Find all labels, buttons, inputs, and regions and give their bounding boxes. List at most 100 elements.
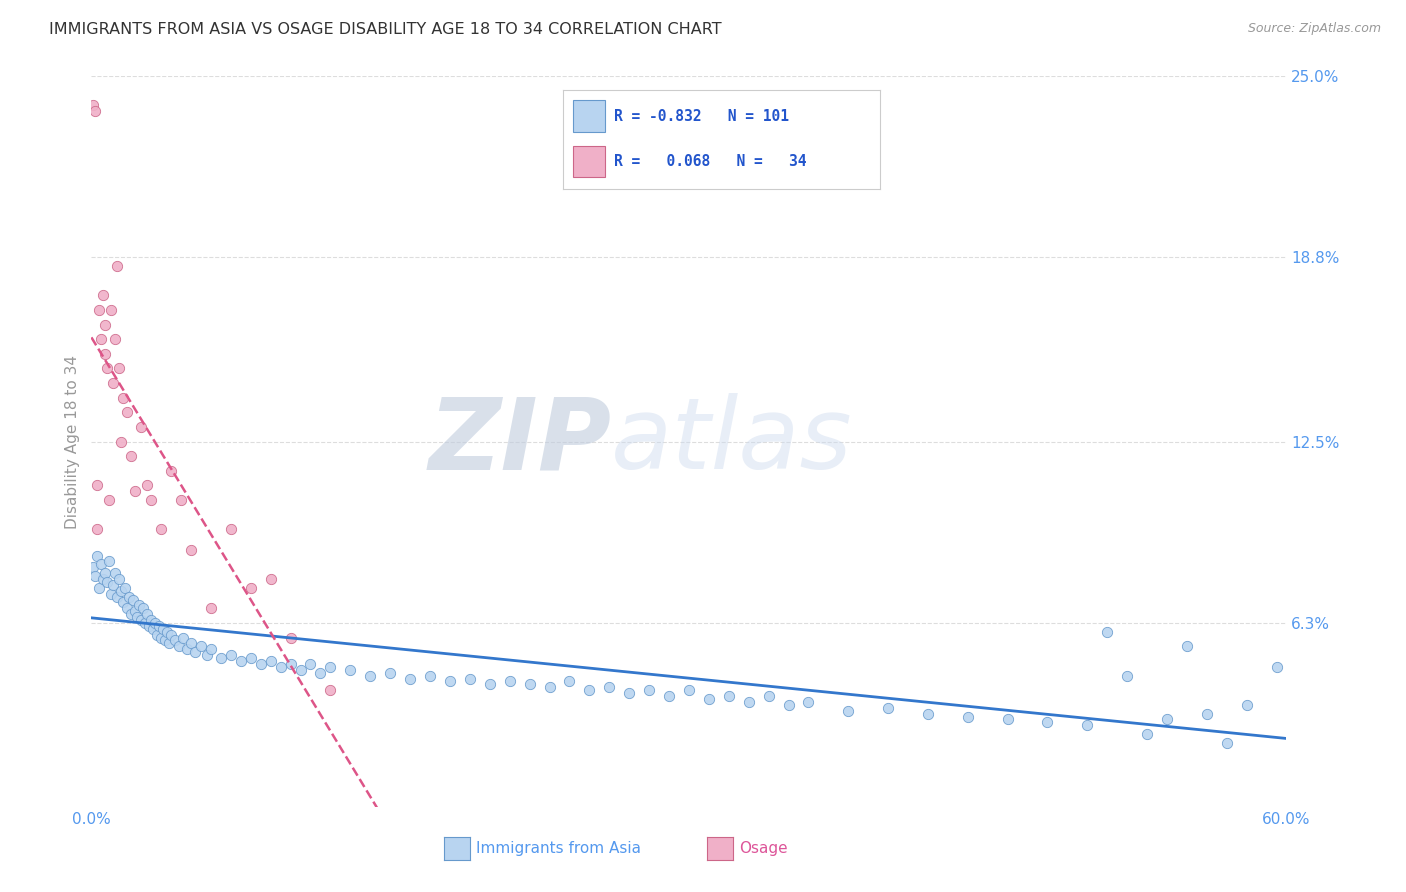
- Point: [136, 478, 159, 492]
- Point: [519, 677, 541, 691]
- Point: [120, 607, 142, 622]
- Point: [129, 420, 152, 434]
- Point: [478, 677, 501, 691]
- Point: [1195, 706, 1218, 721]
- Point: [1076, 718, 1098, 732]
- Point: [184, 645, 207, 659]
- Point: [219, 648, 242, 662]
- Point: [89, 581, 111, 595]
- Point: [209, 651, 232, 665]
- Point: [180, 636, 202, 650]
- Point: [778, 698, 800, 712]
- Text: ZIP: ZIP: [429, 393, 612, 490]
- Point: [339, 663, 361, 677]
- Point: [150, 631, 173, 645]
- Point: [578, 683, 600, 698]
- Text: IMMIGRANTS FROM ASIA VS OSAGE DISABILITY AGE 18 TO 34 CORRELATION CHART: IMMIGRANTS FROM ASIA VS OSAGE DISABILITY…: [49, 22, 721, 37]
- Point: [86, 478, 108, 492]
- Point: [176, 642, 198, 657]
- Point: [1097, 624, 1119, 639]
- Point: [200, 642, 222, 657]
- Point: [299, 657, 322, 671]
- Point: [439, 674, 461, 689]
- Point: [1156, 713, 1178, 727]
- Point: [229, 654, 252, 668]
- Point: [1136, 727, 1159, 741]
- Point: [219, 522, 242, 536]
- Point: [152, 622, 174, 636]
- Point: [558, 674, 581, 689]
- Point: [98, 493, 121, 508]
- Point: [190, 640, 212, 654]
- Point: [160, 464, 183, 478]
- Point: [143, 615, 166, 630]
- Point: [94, 318, 117, 332]
- Point: [658, 689, 681, 703]
- Point: [837, 704, 859, 718]
- Point: [96, 361, 118, 376]
- Point: [877, 700, 900, 714]
- Point: [195, 648, 218, 662]
- Point: [84, 103, 107, 118]
- Point: [86, 549, 108, 563]
- Point: [378, 665, 402, 680]
- Point: [105, 259, 128, 273]
- Point: [98, 554, 121, 568]
- Point: [122, 592, 145, 607]
- Point: [172, 631, 194, 645]
- Point: [82, 98, 104, 112]
- Point: [120, 449, 142, 463]
- Point: [90, 558, 112, 572]
- Point: [115, 405, 138, 419]
- Point: [89, 302, 111, 317]
- Point: [93, 288, 115, 302]
- Point: [956, 709, 979, 723]
- Point: [153, 633, 176, 648]
- Point: [118, 590, 141, 604]
- Point: [82, 560, 104, 574]
- Text: Source: ZipAtlas.com: Source: ZipAtlas.com: [1247, 22, 1381, 36]
- Point: [104, 566, 127, 581]
- Point: [170, 493, 193, 508]
- Point: [141, 493, 162, 508]
- Point: [678, 683, 700, 698]
- Point: [84, 569, 107, 583]
- Point: [239, 581, 262, 595]
- Point: [458, 672, 481, 686]
- Point: [110, 583, 132, 598]
- Point: [142, 622, 165, 636]
- Point: [538, 681, 561, 695]
- Point: [100, 302, 122, 317]
- Point: [598, 681, 620, 695]
- Text: Immigrants from Asia: Immigrants from Asia: [477, 841, 641, 855]
- Point: [280, 657, 302, 671]
- Text: atlas: atlas: [612, 393, 853, 490]
- Point: [103, 578, 125, 592]
- Point: [103, 376, 125, 390]
- Point: [1265, 660, 1288, 674]
- Point: [160, 627, 183, 641]
- Point: [114, 581, 136, 595]
- Point: [112, 391, 135, 405]
- Point: [319, 660, 342, 674]
- Point: [136, 607, 159, 622]
- Point: [156, 624, 179, 639]
- Point: [1236, 698, 1258, 712]
- Point: [1116, 668, 1139, 682]
- Point: [132, 601, 155, 615]
- Point: [697, 692, 720, 706]
- Point: [359, 668, 381, 682]
- Point: [737, 695, 759, 709]
- Point: [127, 610, 149, 624]
- Point: [157, 636, 180, 650]
- Point: [717, 689, 740, 703]
- Point: [280, 631, 302, 645]
- Point: [141, 613, 162, 627]
- Point: [163, 633, 186, 648]
- Point: [399, 672, 422, 686]
- Point: [100, 587, 122, 601]
- Point: [997, 713, 1019, 727]
- Point: [150, 522, 173, 536]
- Point: [319, 683, 342, 698]
- Point: [1175, 640, 1198, 654]
